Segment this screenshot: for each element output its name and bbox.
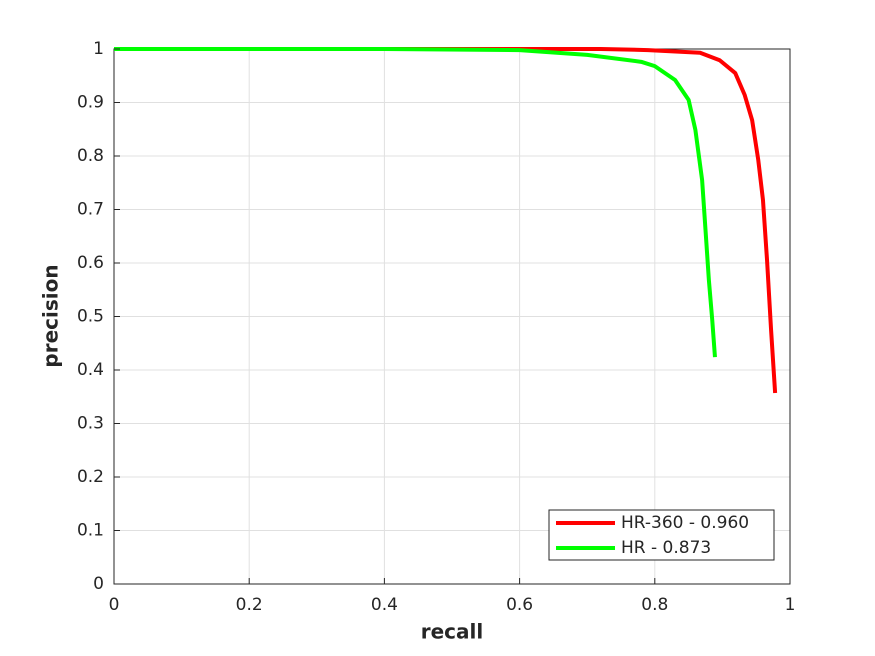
y-tick-label: 0.5 [77, 307, 104, 327]
x-tick-label: 1 [785, 595, 796, 615]
x-axis-label: recall [421, 620, 484, 644]
legend-label: HR - 0.873 [621, 538, 711, 558]
y-tick-label: 0 [93, 574, 104, 594]
series-line [114, 47, 778, 394]
legend-box [548, 509, 775, 561]
x-tick-label: 0.4 [371, 595, 398, 615]
y-tick-label: 0.1 [77, 521, 104, 541]
series-line [114, 47, 717, 358]
y-tick-label: 0.2 [77, 467, 104, 487]
x-tick-label: 0.2 [236, 595, 263, 615]
x-tick-label: 0.8 [641, 595, 668, 615]
y-axis-label: precision [39, 264, 63, 367]
y-tick-label: 0.4 [77, 360, 104, 380]
y-tick-label: 0.3 [77, 414, 104, 434]
y-tick-label: 0.8 [77, 146, 104, 166]
legend: HR-360 - 0.960 HR - 0.873 [548, 509, 775, 561]
y-tick-label: 1 [93, 39, 104, 59]
plot [114, 47, 778, 394]
x-tick-label: 0.6 [506, 595, 533, 615]
x-tick-label: 0 [109, 595, 120, 615]
y-tick-label: 0.7 [77, 200, 104, 220]
y-tick-label: 0.6 [77, 253, 104, 273]
y-tick-label: 0.9 [77, 93, 104, 113]
legend-label: HR-360 - 0.960 [621, 513, 749, 533]
grid [113, 48, 791, 585]
